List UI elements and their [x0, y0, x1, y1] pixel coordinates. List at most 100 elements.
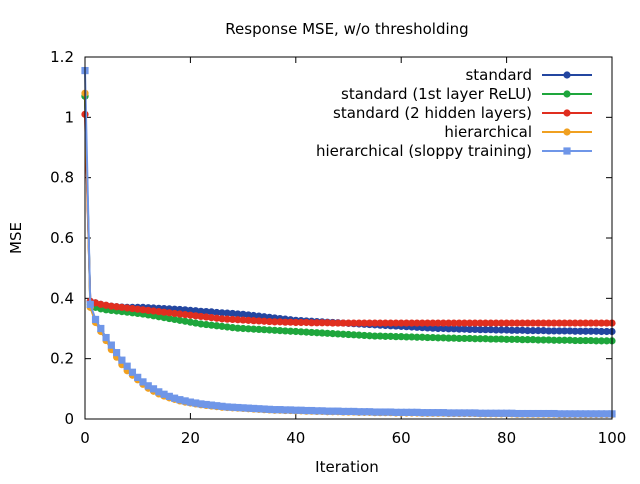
data-point: [576, 410, 584, 418]
data-point: [181, 311, 189, 319]
data-point: [545, 409, 553, 418]
data-point: [587, 319, 595, 327]
data-point: [339, 330, 347, 338]
data-point: [418, 319, 426, 327]
data-point: [592, 337, 600, 345]
data-point: [450, 325, 458, 333]
data-point: [439, 334, 447, 342]
data-point: [334, 407, 342, 415]
data-point: [466, 325, 474, 334]
data-point: [139, 306, 147, 314]
y-tick-label: 1.2: [50, 48, 74, 66]
data-point: [466, 334, 474, 343]
data-point: [576, 336, 584, 345]
legend-label: hierarchical: [444, 123, 532, 141]
data-point: [139, 378, 147, 386]
data-point: [597, 410, 606, 418]
data-point: [239, 404, 247, 412]
data-point: [365, 332, 374, 340]
data-point: [144, 306, 152, 314]
legend-entry: standard: [465, 66, 592, 84]
data-point: [445, 319, 453, 327]
data-point: [329, 407, 337, 415]
data-point: [397, 333, 405, 341]
data-point: [192, 307, 200, 315]
data-point: [360, 408, 368, 416]
data-point: [555, 336, 563, 344]
data-point: [281, 406, 289, 414]
data-point: [434, 334, 442, 342]
data-point: [239, 324, 247, 333]
x-tick-label: 80: [497, 429, 516, 447]
legend-label: standard (2 hidden layers): [333, 104, 532, 122]
legend-entry: hierarchical (sloppy training): [316, 142, 592, 160]
data-point: [592, 319, 600, 327]
data-point: [587, 336, 595, 345]
data-point: [260, 317, 268, 325]
data-point: [571, 410, 579, 418]
data-point: [297, 318, 305, 327]
data-point: [397, 408, 405, 416]
y-axis-label: MSE: [7, 222, 25, 254]
axis-ticks: 0 20 40 60 80 100 0 0.2 0.4 0.6 0.8 1 1.2: [50, 48, 626, 447]
data-point: [539, 319, 548, 327]
data-point: [355, 331, 363, 339]
data-point: [513, 409, 521, 418]
data-point: [476, 335, 484, 343]
data-point: [381, 319, 389, 327]
data-point: [439, 409, 447, 417]
data-point: [276, 406, 284, 414]
data-point: [281, 327, 289, 335]
data-point: [592, 410, 600, 418]
data-point: [334, 319, 342, 327]
data-point: [128, 304, 137, 313]
data-point: [471, 409, 479, 417]
data-point: [176, 396, 184, 404]
data-point: [186, 311, 194, 319]
data-point: [497, 409, 505, 417]
data-point: [560, 410, 569, 418]
data-point: [460, 319, 469, 327]
data-point: [460, 325, 469, 333]
data-point: [244, 316, 252, 324]
x-tick-label: 0: [80, 429, 90, 447]
data-point: [223, 323, 231, 331]
data-point: [518, 319, 527, 327]
data-point: [476, 409, 484, 417]
data-point: [524, 336, 532, 344]
data-point: [376, 332, 384, 340]
data-point: [423, 319, 432, 327]
data-point: [497, 335, 505, 343]
data-point: [392, 333, 400, 341]
data-point: [218, 402, 226, 410]
x-axis-label: Iteration: [315, 458, 379, 476]
data-point: [534, 409, 542, 418]
data-point: [276, 327, 284, 335]
data-point: [192, 399, 200, 407]
data-point: [402, 408, 411, 416]
data-point: [165, 309, 173, 317]
data-point: [518, 409, 527, 418]
data-point: [197, 307, 205, 315]
data-point: [597, 327, 606, 336]
data-point: [250, 325, 258, 333]
data-point: [360, 331, 368, 340]
data-point: [545, 319, 553, 327]
data-point: [149, 385, 158, 393]
data-point: [529, 409, 537, 418]
x-tick-label: 60: [392, 429, 411, 447]
data-point: [534, 336, 542, 344]
data-point: [255, 405, 263, 413]
data-point: [376, 319, 384, 327]
plot-frame: [84, 56, 613, 420]
data-point: [503, 319, 511, 327]
data-point: [192, 312, 200, 320]
data-point: [223, 309, 231, 317]
data-point: [445, 325, 453, 333]
data-point: [360, 319, 368, 327]
data-point: [123, 304, 131, 312]
data-point: [202, 313, 210, 321]
data-point: [292, 406, 300, 414]
data-point: [387, 319, 395, 327]
data-point: [170, 394, 179, 402]
